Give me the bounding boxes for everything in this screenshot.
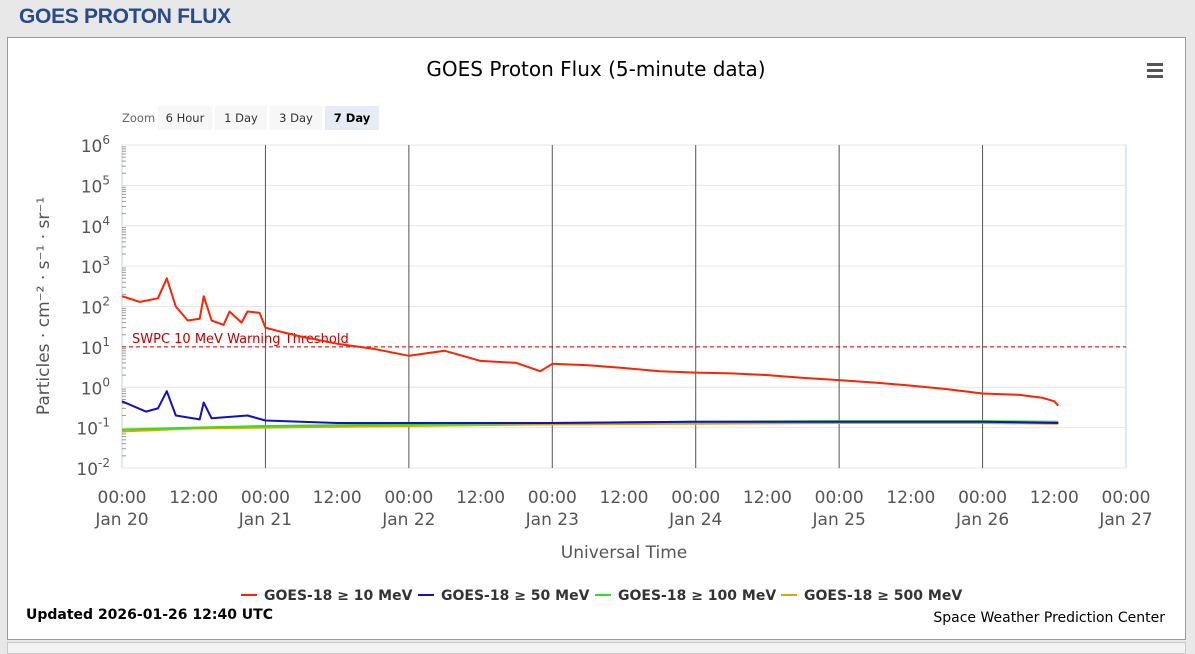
y-tick-label: 103 xyxy=(81,254,110,278)
zoom-button-1-day[interactable]: 1 Day xyxy=(215,106,267,130)
zoom-button-label: 3 Day xyxy=(279,111,313,125)
series-line-2 xyxy=(121,390,1059,424)
menu-button[interactable] xyxy=(1142,60,1168,82)
x-tick-date: Jan 22 xyxy=(381,510,435,530)
x-tick-time: 00:00 xyxy=(958,488,1007,508)
x-tick-time: 12:00 xyxy=(456,488,505,508)
legend-item[interactable]: GOES-18 ≥ 10 MeV xyxy=(241,588,413,604)
panel-header: GOES PROTON FLUX xyxy=(0,0,1195,36)
hamburger-menu-icon xyxy=(1147,63,1163,78)
legend-item[interactable]: GOES-18 ≥ 100 MeV xyxy=(595,588,776,604)
x-tick-date: Jan 21 xyxy=(238,510,292,530)
panel-title: GOES PROTON FLUX xyxy=(19,5,231,28)
zoom-button-label: 7 Day xyxy=(334,111,371,125)
x-tick-date: Jan 26 xyxy=(955,510,1009,530)
y-tick-label: 105 xyxy=(81,173,110,197)
y-tick-label: 104 xyxy=(81,214,110,238)
legend-label: GOES-18 ≥ 500 MeV xyxy=(804,588,962,604)
x-tick-time: 12:00 xyxy=(743,488,792,508)
x-tick-time: 12:00 xyxy=(313,488,362,508)
legend-label: GOES-18 ≥ 100 MeV xyxy=(618,588,776,604)
y-tick-label: 106 xyxy=(81,133,110,157)
zoom-selector: Zoom 6 Hour 1 Day 3 Day 7 Day xyxy=(122,106,379,130)
x-tick-date: Jan 24 xyxy=(668,510,722,530)
x-tick-time: 12:00 xyxy=(1030,488,1079,508)
legend-item[interactable]: GOES-18 ≥ 500 MeV xyxy=(781,588,962,604)
x-tick-time: 00:00 xyxy=(815,488,864,508)
x-tick-time: 00:00 xyxy=(671,488,720,508)
bottom-strip xyxy=(7,642,1186,654)
x-tick-time: 00:00 xyxy=(98,488,147,508)
x-tick-time: 00:00 xyxy=(1102,488,1151,508)
series-line-1 xyxy=(121,277,1060,407)
y-tick-label: 100 xyxy=(81,375,110,399)
y-axis-title: Particles · cm⁻² · s⁻¹ · sr⁻¹ xyxy=(34,197,54,415)
x-tick-time: 12:00 xyxy=(886,488,935,508)
chart-title: GOES Proton Flux (5-minute data) xyxy=(426,57,765,81)
proton-flux-chart: GOES Proton Flux (5-minute data) Zoom 6 H… xyxy=(26,57,1168,626)
zoom-button-label: 6 Hour xyxy=(166,111,205,125)
x-tick-time: 00:00 xyxy=(384,488,433,508)
legend-label: GOES-18 ≥ 10 MeV xyxy=(264,588,413,604)
plot-grid xyxy=(121,144,1127,469)
y-tick-label: 101 xyxy=(81,335,110,359)
x-tick-date: Jan 27 xyxy=(1098,510,1152,530)
x-tick-time: 12:00 xyxy=(600,488,649,508)
x-tick-time: 12:00 xyxy=(169,488,218,508)
y-tick-label: 102 xyxy=(81,295,110,319)
chart-container: GOES Proton Flux (5-minute data) Zoom 6 H… xyxy=(7,37,1186,640)
x-axis-title: Universal Time xyxy=(561,543,687,563)
x-tick-time: 00:00 xyxy=(528,488,577,508)
y-tick-label: 10-1 xyxy=(76,416,110,440)
x-tick-time: 00:00 xyxy=(241,488,290,508)
x-tick-date: Jan 20 xyxy=(94,510,148,530)
legend-label: GOES-18 ≥ 50 MeV xyxy=(441,588,590,604)
legend: GOES-18 ≥ 10 MeV GOES-18 ≥ 50 MeV GOES-18 … xyxy=(241,588,962,604)
x-tick-date: Jan 25 xyxy=(812,510,866,530)
updated-timestamp: Updated 2026-01-26 12:40 UTC xyxy=(26,607,273,623)
series-layer: SWPC 10 MeV Warning Threshold xyxy=(121,277,1126,433)
zoom-label: Zoom xyxy=(122,111,155,125)
series-line-4 xyxy=(121,422,1059,433)
y-tick-label: 10-2 xyxy=(76,456,110,480)
zoom-button-7-day[interactable]: 7 Day xyxy=(325,106,379,130)
legend-item[interactable]: GOES-18 ≥ 50 MeV xyxy=(418,588,590,604)
zoom-button-6-hour[interactable]: 6 Hour xyxy=(158,106,212,130)
x-tick-date: Jan 23 xyxy=(525,510,579,530)
zoom-button-3-day[interactable]: 3 Day xyxy=(270,106,322,130)
spwc-credit: Space Weather Prediction Center xyxy=(933,610,1165,626)
zoom-button-label: 1 Day xyxy=(224,111,258,125)
